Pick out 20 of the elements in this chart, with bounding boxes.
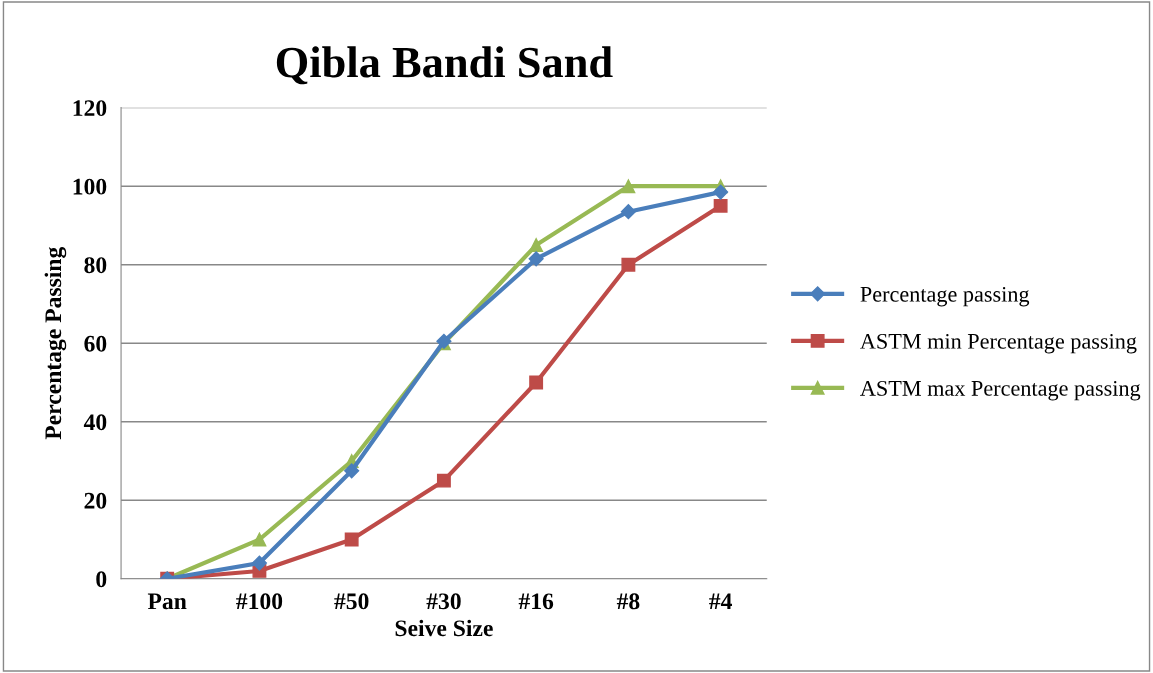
y-tick-label: 80	[84, 257, 107, 274]
x-tick-label: #100	[236, 593, 283, 610]
y-axis-title: Percentage Passing	[44, 246, 67, 440]
y-tick-label: 40	[83, 414, 107, 431]
x-tick-label: #16	[518, 593, 554, 610]
x-tick-label: Pan	[147, 593, 187, 610]
y-tick-label: 0	[96, 571, 107, 588]
x-axis-title: Seive Size	[395, 619, 493, 637]
legend-label: Percentage passing	[860, 286, 1030, 307]
chart-title: Qibla Bandi Sand	[276, 46, 613, 85]
y-tick-label: 60	[84, 335, 107, 352]
x-tick-label: #30	[426, 593, 461, 610]
x-tick-label: #4	[709, 593, 732, 610]
y-tick-label: 100	[73, 178, 107, 195]
y-tick-label: 20	[84, 492, 107, 509]
legend-label: ASTM max Percentage passing	[860, 380, 1141, 401]
x-tick-label: #8	[616, 593, 640, 610]
legend-label: ASTM min Percentage passing	[860, 333, 1137, 354]
y-tick-label: 120	[73, 100, 107, 117]
x-tick-label: #50	[334, 593, 369, 610]
